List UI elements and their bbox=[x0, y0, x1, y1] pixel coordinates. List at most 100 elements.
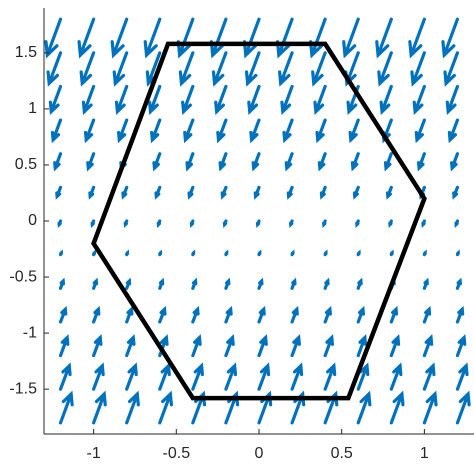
arrow bbox=[125, 277, 132, 290]
x-tick-label: 0.5 bbox=[331, 445, 353, 462]
arrow bbox=[191, 334, 202, 358]
arrow bbox=[452, 185, 460, 200]
arrow bbox=[112, 51, 129, 87]
arrow bbox=[191, 277, 198, 290]
arrow bbox=[110, 17, 129, 59]
arrow bbox=[389, 249, 394, 257]
arrow bbox=[422, 390, 438, 425]
arrow bbox=[187, 185, 195, 200]
arrow bbox=[455, 249, 460, 257]
arrow bbox=[156, 219, 162, 229]
arrow bbox=[257, 334, 268, 358]
arrow bbox=[422, 305, 432, 324]
arrow bbox=[450, 152, 460, 172]
arrow bbox=[251, 152, 261, 172]
y-tick-label: 0 bbox=[28, 212, 37, 229]
arrow bbox=[191, 305, 200, 324]
arrow bbox=[58, 277, 66, 290]
arrow bbox=[249, 118, 261, 144]
arrow bbox=[86, 152, 96, 172]
arrow bbox=[414, 118, 426, 144]
arrow bbox=[58, 249, 63, 257]
arrow bbox=[356, 249, 361, 257]
arrow bbox=[125, 390, 140, 425]
arrow bbox=[323, 249, 328, 257]
arrow bbox=[222, 219, 228, 229]
arrow bbox=[317, 152, 327, 172]
y-tick-label: -0.5 bbox=[9, 268, 37, 285]
arrow bbox=[286, 185, 294, 200]
arrow bbox=[209, 17, 228, 59]
arrow bbox=[350, 152, 360, 172]
arrow bbox=[422, 277, 429, 290]
arrow bbox=[445, 84, 460, 116]
arrow bbox=[447, 118, 460, 144]
arrow bbox=[224, 334, 235, 358]
arrow bbox=[191, 362, 204, 391]
arrow bbox=[183, 118, 195, 144]
arrow bbox=[50, 118, 63, 144]
arrow bbox=[389, 305, 399, 324]
arrow bbox=[278, 51, 294, 87]
arrow bbox=[311, 51, 327, 87]
x-tick-label: -0.5 bbox=[163, 445, 191, 462]
arrow bbox=[388, 219, 393, 229]
arrow bbox=[422, 362, 436, 391]
arrow bbox=[408, 17, 426, 59]
arrow bbox=[416, 152, 426, 172]
arrow bbox=[375, 17, 393, 59]
arrow bbox=[257, 249, 262, 257]
arrow bbox=[92, 305, 101, 324]
arrow bbox=[125, 334, 136, 358]
arrow bbox=[185, 152, 195, 172]
arrow bbox=[48, 84, 63, 116]
arrow bbox=[289, 219, 294, 229]
y-tick-label: -1 bbox=[23, 324, 37, 341]
arrow bbox=[389, 362, 403, 391]
arrow bbox=[176, 17, 195, 59]
arrow bbox=[455, 390, 471, 425]
arrow bbox=[275, 17, 294, 59]
arrow bbox=[214, 84, 228, 116]
arrow bbox=[158, 249, 163, 257]
arrow bbox=[58, 334, 70, 358]
arrow bbox=[422, 249, 427, 257]
arrow bbox=[58, 390, 74, 425]
arrow bbox=[55, 185, 63, 200]
hexagon bbox=[91, 41, 427, 401]
y-tick-label: -1.5 bbox=[9, 380, 37, 397]
arrow bbox=[178, 51, 195, 87]
arrow bbox=[284, 152, 294, 172]
arrow bbox=[148, 84, 162, 116]
y-tick-label: 1.5 bbox=[15, 44, 37, 61]
arrow bbox=[412, 84, 426, 116]
arrow bbox=[257, 277, 264, 290]
arrow bbox=[290, 249, 295, 257]
arrow bbox=[191, 249, 196, 257]
arrow bbox=[253, 185, 261, 200]
arrow bbox=[356, 390, 372, 425]
arrow bbox=[342, 17, 360, 59]
arrow bbox=[319, 185, 327, 200]
arrow bbox=[244, 51, 261, 87]
arrow bbox=[53, 152, 63, 172]
arrow bbox=[152, 152, 162, 172]
arrow bbox=[352, 185, 360, 200]
arrow bbox=[377, 51, 393, 87]
arrow bbox=[77, 17, 96, 59]
arrow bbox=[125, 362, 138, 391]
arrow bbox=[92, 362, 105, 391]
arrow bbox=[211, 51, 228, 87]
arrow bbox=[158, 362, 171, 391]
arrow bbox=[216, 118, 228, 144]
arrow bbox=[280, 84, 294, 116]
arrow bbox=[158, 334, 169, 358]
arrow bbox=[257, 305, 266, 324]
arrow bbox=[150, 118, 162, 144]
arrow bbox=[81, 84, 96, 116]
x-tick-label: -1 bbox=[86, 445, 100, 462]
arrow bbox=[313, 84, 327, 116]
arrow bbox=[421, 219, 426, 229]
arrow bbox=[92, 334, 103, 358]
